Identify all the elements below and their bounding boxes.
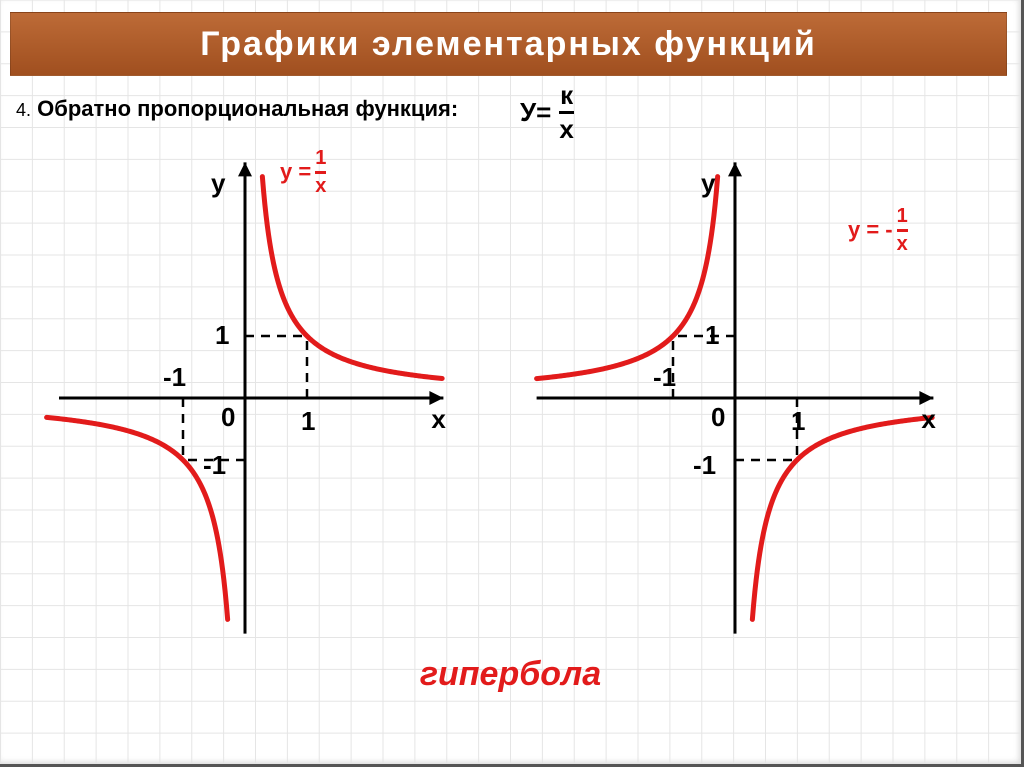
eqn-numerator: 1 [897, 206, 908, 227]
formula-denominator: х [559, 116, 573, 143]
eqn-line [897, 229, 908, 232]
general-formula: У= к х [520, 82, 574, 144]
axis-label-y: у [701, 168, 715, 199]
eqn-prefix: у = - [848, 217, 893, 243]
tick-y1: 1 [215, 320, 229, 351]
tick-xm1: -1 [163, 362, 186, 393]
tick-xm1: -1 [653, 362, 676, 393]
slide: Графики элементарных функций 4. Обратно … [0, 0, 1024, 767]
eqn-fraction: 1х [315, 148, 326, 197]
axis-label-x: х [431, 404, 445, 435]
tick-x1: 1 [301, 406, 315, 437]
eqn-fraction: 1х [897, 206, 908, 255]
eqn-numerator: 1 [315, 148, 326, 169]
origin-label: 0 [221, 402, 235, 433]
eqn-denominator: х [897, 234, 908, 255]
origin-label: 0 [711, 402, 725, 433]
equation-label-right: у = - 1х [848, 206, 908, 255]
formula-numerator: к [560, 82, 573, 109]
caption: гипербола [0, 655, 1021, 694]
equation-label-left: у = 1х [280, 148, 326, 197]
subtitle-text: Обратно пропорциональная функция: [37, 96, 458, 121]
subtitle-number: 4. [16, 100, 31, 120]
subtitle: 4. Обратно пропорциональная функция: [16, 96, 458, 122]
eqn-line [315, 171, 326, 174]
tick-ym1: -1 [203, 450, 226, 481]
eqn-prefix: у = [280, 159, 311, 185]
tick-x1: 1 [791, 406, 805, 437]
tick-y1: 1 [705, 320, 719, 351]
axis-label-x: х [921, 404, 935, 435]
tick-ym1: -1 [693, 450, 716, 481]
eqn-denominator: х [315, 176, 326, 197]
formula-fraction: к х [559, 82, 573, 144]
title-bar: Графики элементарных функций [10, 12, 1007, 76]
axis-label-y: у [211, 168, 225, 199]
title-text: Графики элементарных функций [200, 25, 817, 64]
formula-lhs: У= [520, 97, 551, 128]
